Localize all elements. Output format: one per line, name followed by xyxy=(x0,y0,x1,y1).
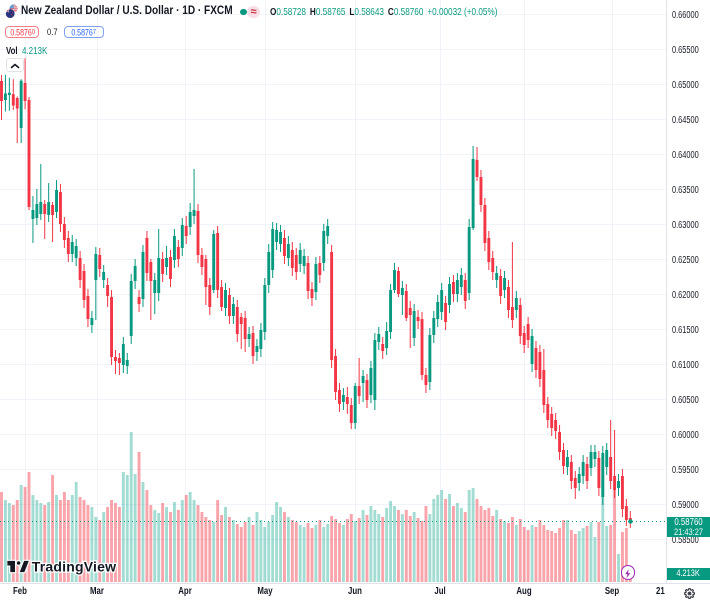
svg-text:TradingView: TradingView xyxy=(32,559,116,575)
